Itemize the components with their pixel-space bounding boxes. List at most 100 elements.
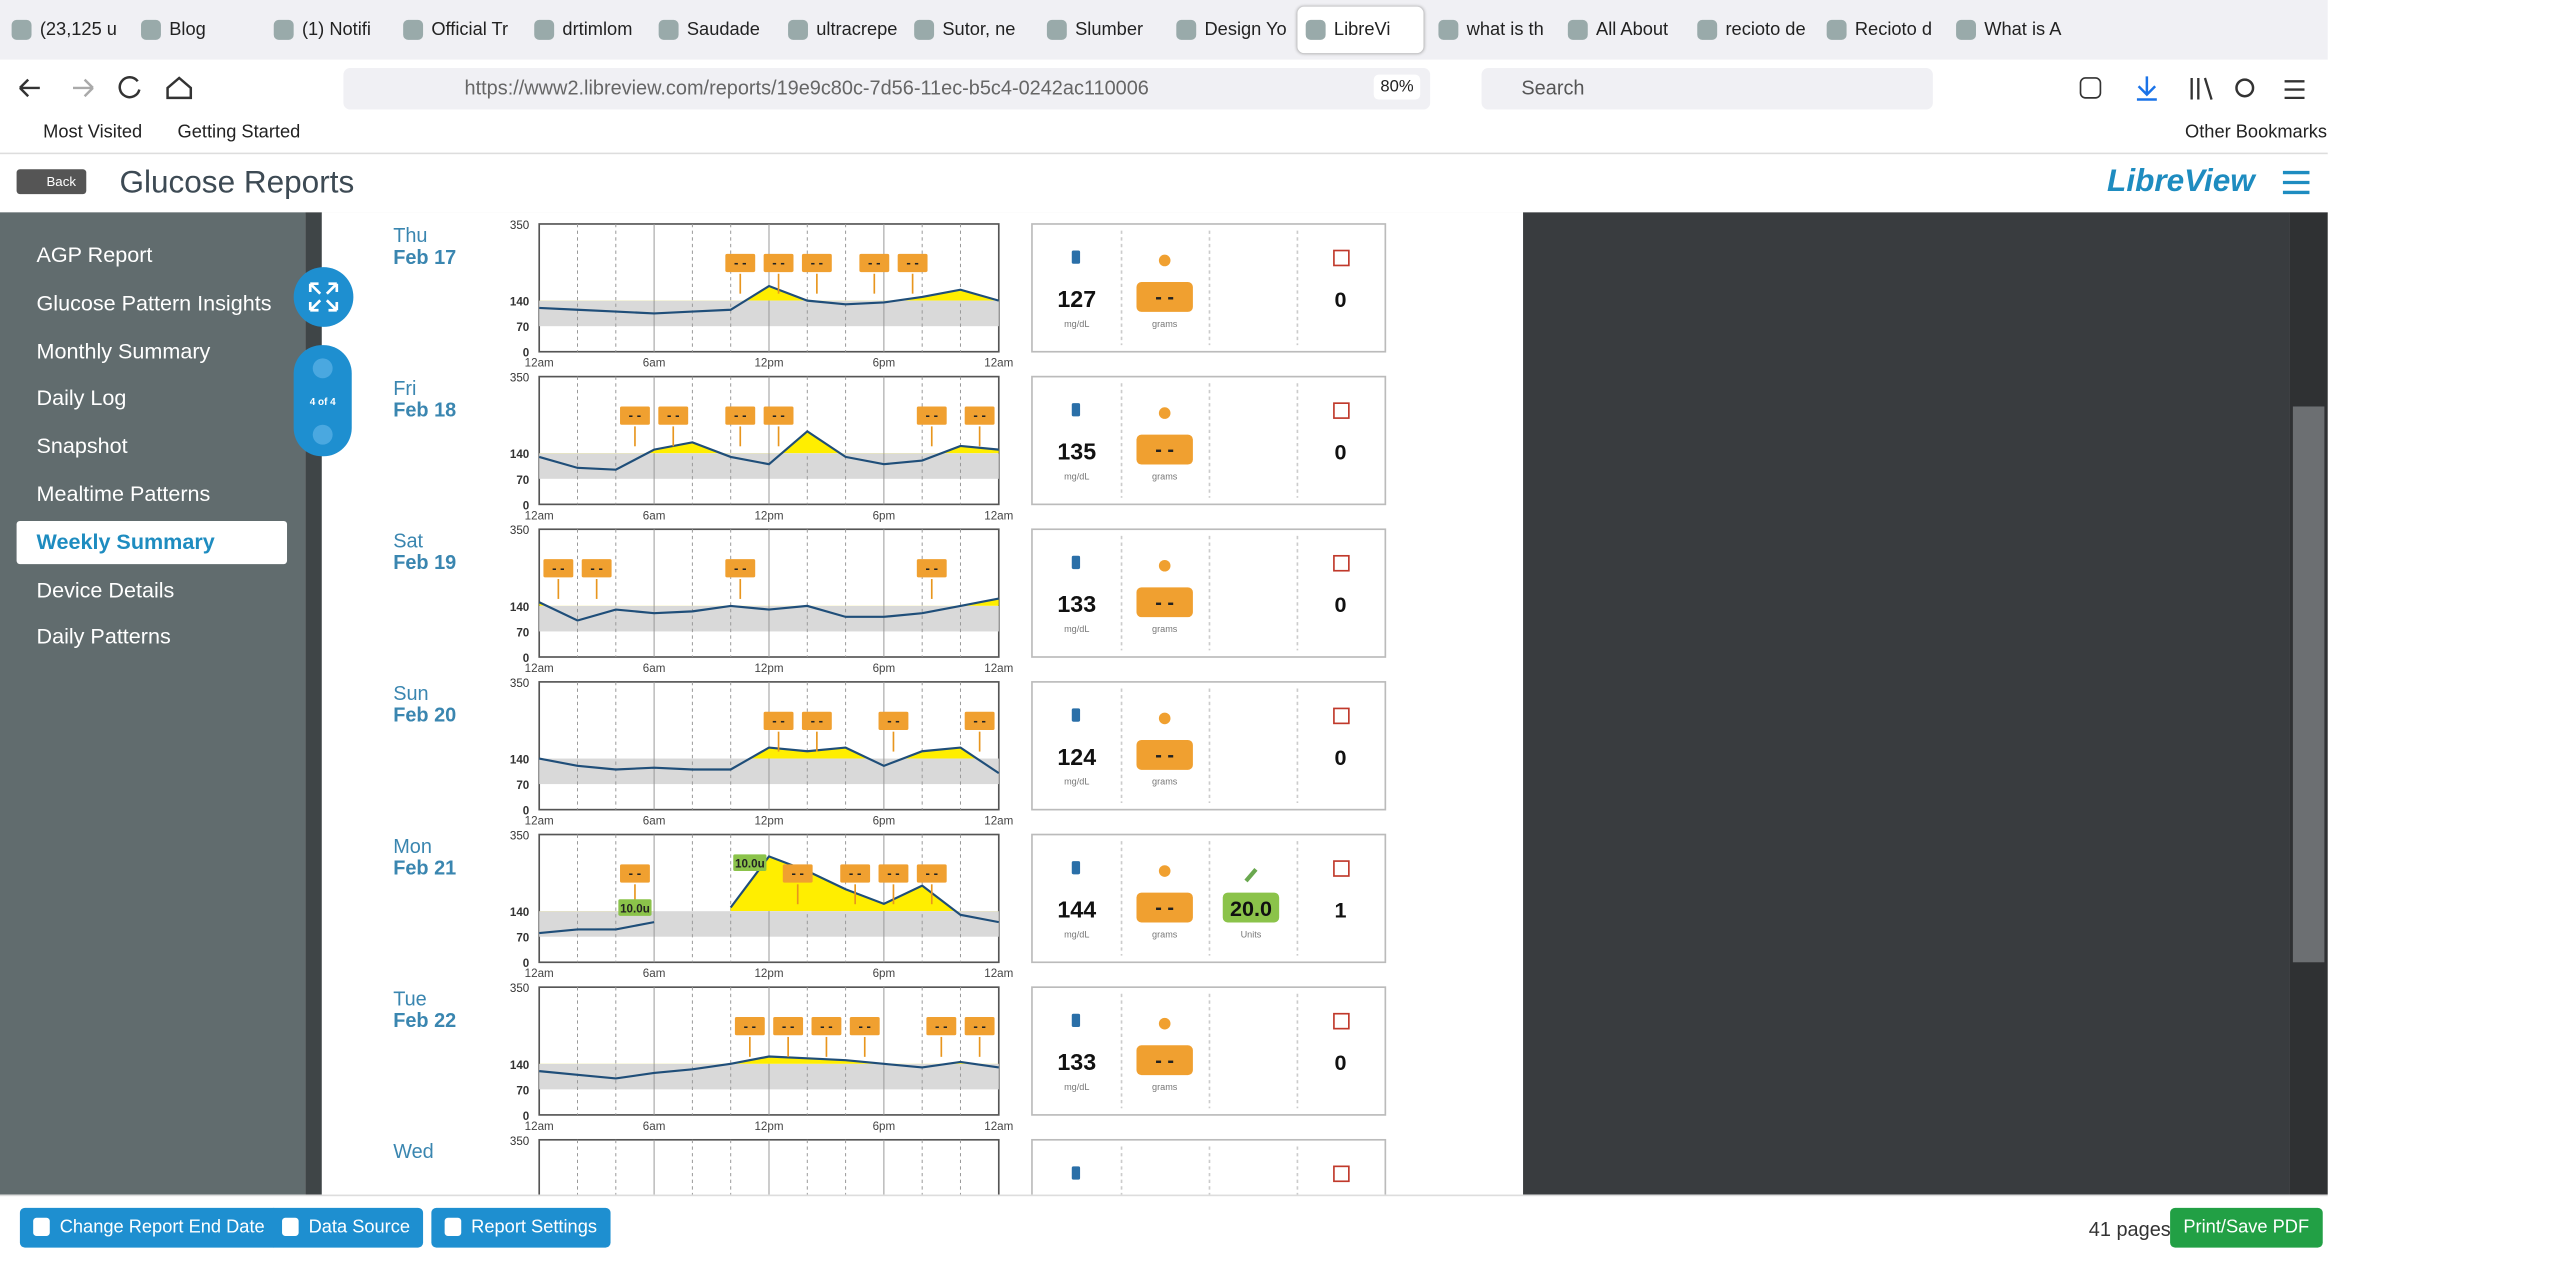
bookmark[interactable]: Getting Started: [177, 122, 301, 143]
event-count: 0: [1335, 440, 1347, 465]
glucose-line: [539, 1055, 999, 1080]
meal-marker: [658, 406, 689, 425]
tab[interactable]: LibreVi: [1297, 6, 1424, 54]
tab[interactable]: Sutor, ne: [906, 7, 1025, 53]
summary-box: [1031, 1138, 1387, 1195]
glucose-line: [539, 921, 655, 935]
bookmark[interactable]: Most Visited: [43, 122, 143, 143]
carb-box: [1136, 282, 1193, 312]
tab[interactable]: What is A: [1948, 7, 2067, 53]
nav-item[interactable]: Daily Log: [36, 385, 127, 411]
event-icon: [1333, 1165, 1350, 1183]
nav-item[interactable]: Snapshot: [36, 433, 128, 459]
tab[interactable]: Blog: [133, 7, 252, 53]
button[interactable]: Report Settings: [431, 1207, 611, 1248]
x-tick-label: 6am: [643, 967, 666, 980]
footer: Change Report End Date Data Source Repor…: [0, 1194, 2328, 1256]
meal-marker: [725, 559, 756, 578]
tab[interactable]: Slumber: [1039, 7, 1158, 53]
x-tick-label: 12am: [525, 1120, 554, 1133]
x-tick-label: 12pm: [754, 509, 783, 522]
y-tick-label: 70: [516, 779, 529, 792]
y-tick-label: 140: [510, 448, 529, 461]
insulin-marker: [618, 899, 652, 916]
y-tick-label: 350: [510, 830, 529, 843]
y-tick-label: 70: [516, 1084, 529, 1097]
y-tick-label: 140: [510, 1059, 529, 1072]
y-tick-label: 140: [510, 754, 529, 767]
carb-unit: grams: [1152, 471, 1178, 481]
url-bar[interactable]: https://www2.libreview.com/reports/19e9c…: [343, 68, 1431, 110]
x-tick-label: 12pm: [754, 1120, 783, 1133]
tab[interactable]: Official Tr: [395, 7, 514, 53]
meal-marker: [926, 1017, 957, 1036]
x-tick-label: 12am: [525, 357, 554, 370]
print-button[interactable]: Print/Save PDF: [2170, 1207, 2323, 1248]
x-tick-label: 12am: [984, 662, 1013, 675]
nav-item[interactable]: Device Details: [36, 576, 175, 602]
scroll-thumb[interactable]: [2292, 406, 2325, 963]
nav-item[interactable]: Monthly Summary: [36, 337, 211, 363]
zoom-level[interactable]: 80%: [1373, 74, 1421, 100]
tab[interactable]: ultracrepe: [780, 7, 899, 53]
float-controls[interactable]: 4 of 4: [292, 265, 358, 464]
day-date: Feb 18: [393, 399, 456, 421]
x-tick-label: 6pm: [873, 815, 896, 828]
carb-icon: [1158, 1017, 1171, 1030]
y-tick-label: 350: [510, 1135, 529, 1148]
day-date: Feb 20: [393, 705, 456, 727]
glucose-line: [729, 855, 999, 924]
x-tick-label: 12am: [984, 967, 1013, 980]
insulin-value: 20.0: [1230, 896, 1272, 921]
y-tick-label: 70: [516, 932, 529, 945]
glucose-value: 144: [1057, 896, 1096, 922]
search-box[interactable]: Search: [1481, 68, 1933, 110]
glucose-unit: mg/dL: [1064, 624, 1089, 634]
glucose-value: 124: [1057, 744, 1096, 770]
meal-marker: [964, 711, 995, 731]
tab[interactable]: what is th: [1430, 7, 1549, 53]
y-tick-label: 70: [516, 474, 529, 487]
button[interactable]: Data Source: [268, 1207, 424, 1248]
nav-item[interactable]: Weekly Summary: [16, 520, 288, 564]
tab[interactable]: Recioto d: [1818, 7, 1937, 53]
bookmarks-bar: Most Visited Getting Started Other Bookm…: [0, 116, 2328, 155]
meal-marker-text: - -: [734, 408, 747, 423]
tab[interactable]: All About: [1560, 7, 1679, 53]
nav-buttons[interactable]: [0, 60, 332, 116]
event-icon: [1333, 860, 1350, 877]
carb-icon: [1158, 407, 1171, 419]
nav-item[interactable]: AGP Report: [36, 242, 153, 268]
bookmark-folder[interactable]: Other Bookmarks: [2185, 122, 2328, 143]
nav-item[interactable]: Glucose Pattern Insights: [36, 290, 272, 315]
toolbar-icons[interactable]: [2074, 73, 2315, 106]
meal-marker-text: - -: [734, 255, 747, 270]
carb-value: - -: [1155, 897, 1174, 919]
tab[interactable]: Saudade: [650, 7, 769, 53]
button[interactable]: Change Report End Date: [19, 1207, 278, 1248]
device-icon: [1071, 861, 1081, 875]
tab[interactable]: (1) Notifi: [265, 7, 384, 53]
back-button[interactable]: Back: [16, 169, 86, 195]
tab[interactable]: Design Yo: [1168, 7, 1287, 53]
meal-marker-text: - -: [811, 713, 824, 728]
meal-marker: [811, 1017, 842, 1036]
x-tick-label: 12am: [525, 509, 554, 522]
meal-marker-text: - -: [868, 255, 881, 270]
meal-marker: [773, 1017, 804, 1036]
menu-icon[interactable]: [2281, 169, 2311, 196]
meal-marker-text: - -: [925, 560, 938, 575]
tab[interactable]: drtimlom: [526, 7, 645, 53]
x-tick-label: 12pm: [754, 967, 783, 980]
day-name: Mon: [393, 836, 432, 858]
meal-marker-text: - -: [925, 408, 938, 423]
meal-marker-text: - -: [772, 255, 785, 270]
nav-item[interactable]: Mealtime Patterns: [36, 481, 211, 507]
meal-marker-text: - -: [906, 255, 919, 270]
x-tick-label: 12am: [984, 357, 1013, 370]
tab[interactable]: (23,125 u: [3, 7, 122, 53]
tab[interactable]: recioto de: [1689, 7, 1808, 53]
x-tick-label: 12am: [984, 1120, 1013, 1133]
nav-item[interactable]: Daily Patterns: [36, 624, 171, 650]
